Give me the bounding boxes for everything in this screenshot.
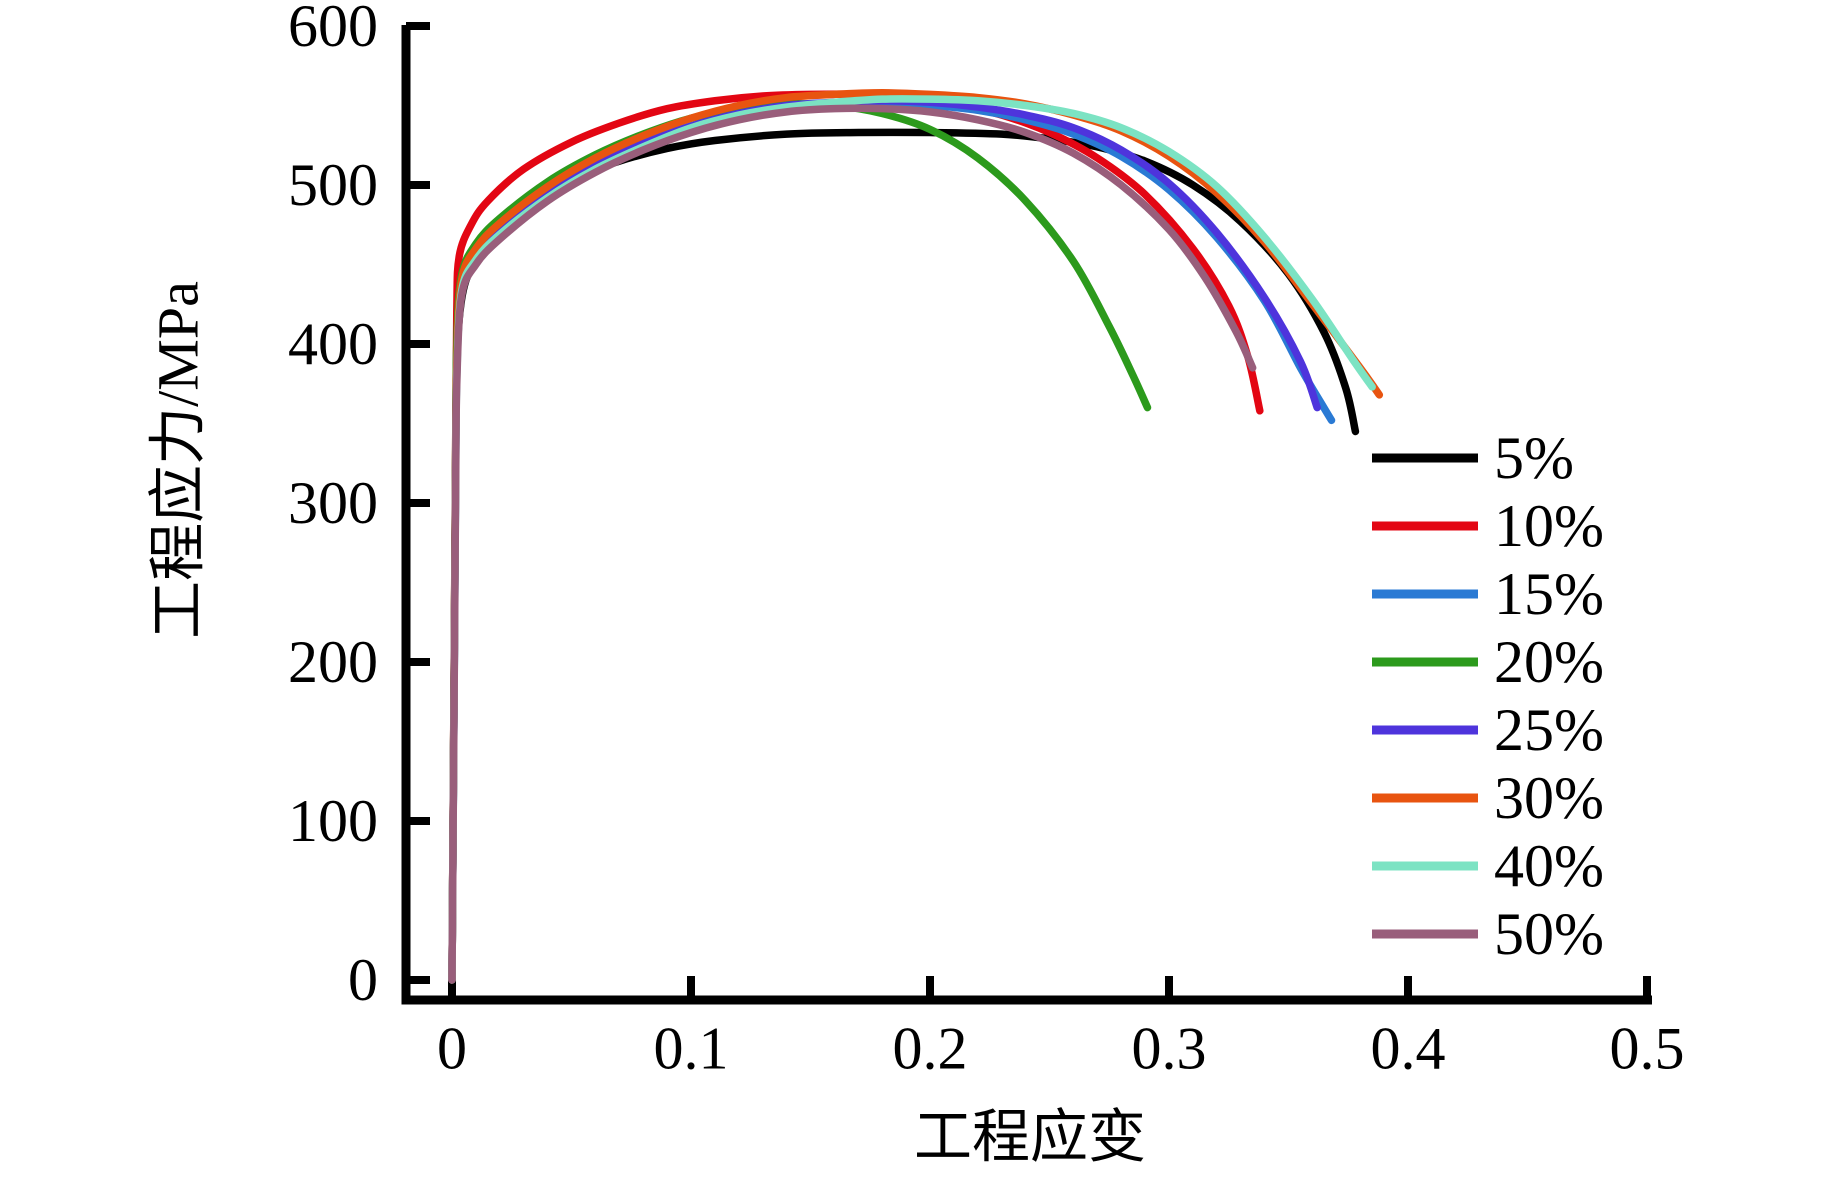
legend-item-25%: 25% — [1372, 697, 1604, 763]
legend-label-10%: 10% — [1494, 493, 1604, 559]
x-axis-title: 工程应变 — [914, 1105, 1146, 1170]
axis-frame — [401, 25, 1652, 1005]
y-tick-label: 300 — [288, 470, 378, 536]
x-tick-label: 0 — [437, 1015, 467, 1081]
legend-item-20%: 20% — [1372, 629, 1604, 695]
curve-5% — [448, 128, 1360, 984]
x-tick-label: 0.3 — [1132, 1015, 1207, 1081]
curve-25% — [448, 96, 1321, 984]
curves — [448, 89, 1384, 984]
legend: 5%10%15%20%25%30%40%50% — [1372, 425, 1604, 967]
x-tick-label: 0.1 — [654, 1015, 729, 1081]
curve-15% — [448, 99, 1336, 984]
x-tick-label: 0.5 — [1610, 1015, 1685, 1081]
legend-item-40%: 40% — [1372, 833, 1604, 899]
legend-label-50%: 50% — [1494, 901, 1604, 967]
y-tick-label: 0 — [348, 947, 378, 1013]
legend-label-20%: 20% — [1494, 629, 1604, 695]
x-tick-label: 0.4 — [1371, 1015, 1446, 1081]
legend-label-40%: 40% — [1494, 833, 1604, 899]
legend-item-15%: 15% — [1372, 561, 1604, 627]
y-tick-label: 100 — [288, 788, 378, 854]
legend-item-30%: 30% — [1372, 765, 1604, 831]
legend-label-30%: 30% — [1494, 765, 1604, 831]
y-tick-label: 200 — [288, 629, 378, 695]
curve-40% — [448, 95, 1376, 984]
legend-item-10%: 10% — [1372, 493, 1604, 559]
y-tick-label: 400 — [288, 311, 378, 377]
axes: 0 100 200 300 400 500 600 0 0.1 0.2 0.3 0.4 0.5 — [288, 0, 1685, 1081]
curve-20% — [448, 99, 1152, 984]
y-tick-label: 500 — [288, 152, 378, 218]
x-tick-label: 0.2 — [893, 1015, 968, 1081]
curve-50% — [448, 104, 1257, 984]
y-axis-title: 工程应力/MPa — [146, 281, 211, 639]
y-tick-label: 600 — [288, 0, 378, 59]
legend-item-50%: 50% — [1372, 901, 1604, 967]
legend-item-5%: 5% — [1372, 425, 1574, 491]
legend-label-15%: 15% — [1494, 561, 1604, 627]
legend-label-25%: 25% — [1494, 697, 1604, 763]
curve-10% — [448, 90, 1264, 984]
legend-label-5%: 5% — [1494, 425, 1574, 491]
